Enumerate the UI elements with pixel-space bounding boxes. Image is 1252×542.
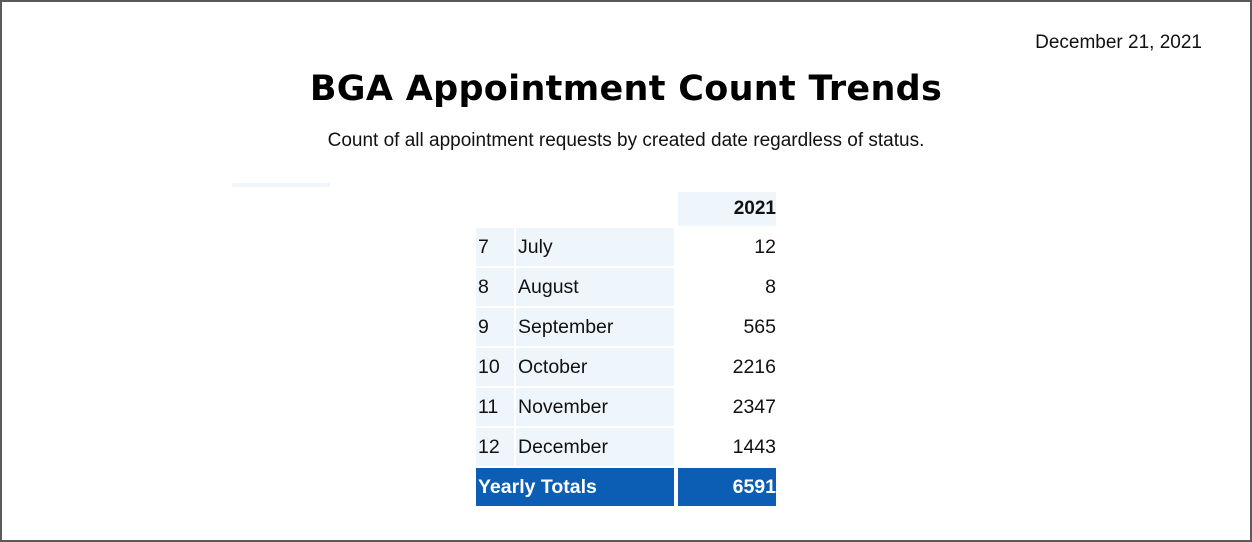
report-subtitle: Count of all appointment requests by cre… [327,130,925,151]
decorative-bar [232,183,330,187]
month-number: 12 [476,428,514,466]
month-number: 9 [476,308,514,346]
month-name: September [516,308,674,346]
report-date: December 21, 2021 [1035,32,1202,53]
month-number: 7 [476,228,514,266]
month-name: August [516,268,674,306]
month-number: 10 [476,348,514,386]
month-count: 8 [765,276,776,298]
month-number: 11 [476,388,514,426]
month-count: 2347 [732,396,776,418]
month-number: 8 [476,268,514,306]
month-name: December [516,428,674,466]
totals-label: Yearly Totals [476,468,674,506]
report-title: BGA Appointment Count Trends [309,69,943,109]
month-count: 565 [743,316,776,338]
month-name: November [516,388,674,426]
year-column-header: 2021 [678,192,776,226]
month-count: 1443 [732,436,776,458]
month-name: July [516,228,674,266]
month-name: October [516,348,674,386]
month-count: 12 [754,236,776,258]
month-count: 2216 [732,356,776,378]
totals-value: 6591 [678,468,776,506]
